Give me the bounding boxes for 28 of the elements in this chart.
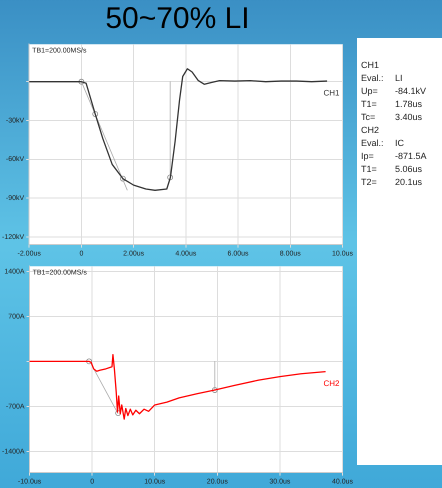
text: 3.40us	[395, 112, 424, 122]
chart-title: 50~70% LI	[104, 1, 251, 37]
point	[92, 111, 98, 117]
text: 1.78us	[395, 99, 424, 109]
point	[115, 410, 122, 416]
text: CH2	[361, 125, 380, 135]
text: Ip=	[361, 151, 375, 161]
text: CH1	[361, 60, 380, 70]
text: T2=	[361, 177, 378, 187]
series-label: CH1	[323, 88, 340, 98]
point	[86, 358, 92, 364]
point	[212, 387, 218, 393]
point	[167, 174, 174, 180]
text: Eval.:	[361, 73, 385, 83]
text: LI	[395, 73, 404, 83]
text: T1=	[361, 99, 378, 109]
text: Eval.:	[361, 138, 385, 148]
text: IC	[395, 138, 405, 148]
point	[78, 78, 84, 85]
text: Tc=	[361, 112, 376, 122]
text: Up=	[361, 86, 379, 96]
text: T1=	[361, 164, 378, 174]
series-label: CH2	[323, 378, 340, 388]
text: -84.1kV	[395, 86, 428, 96]
text: -871.5A	[395, 151, 428, 161]
text: 5.06us	[395, 164, 424, 174]
point	[120, 176, 126, 182]
text: 20.1us	[395, 177, 424, 187]
